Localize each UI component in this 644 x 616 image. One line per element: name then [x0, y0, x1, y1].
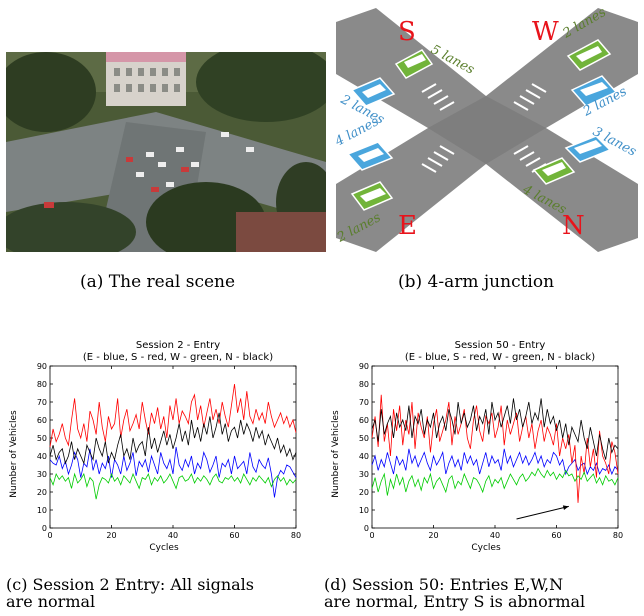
x-tick-label: 60 [551, 531, 561, 540]
x-axis-label: Cycles [471, 543, 501, 553]
series-line-W [371, 467, 619, 496]
y-tick-label: 90 [37, 362, 47, 371]
annotation-arrow-line [516, 505, 569, 520]
x-tick-label: 0 [369, 531, 374, 540]
x-tick-label: 80 [613, 531, 623, 540]
series-line-W [49, 472, 297, 500]
junction-diagram: S W E N 5 lanes 2 lanes 2 lanes 2 lanes … [332, 5, 639, 252]
x-axis-label: Cycles [149, 543, 179, 553]
chart-title: Session 50 - Entry [455, 340, 546, 351]
x-tick-label: 0 [47, 531, 52, 540]
caption-c-line1: (c) Session 2 Entry: All signals [6, 575, 254, 594]
annotation-arrow-head [562, 505, 569, 510]
y-tick-label: 40 [359, 452, 369, 461]
caption-a: (a) The real scene [80, 272, 236, 292]
y-tick-label: 60 [37, 416, 47, 425]
caption-d-line1: (d) Session 50: Entries E,W,N [324, 575, 564, 594]
plot-frame [371, 365, 619, 529]
arrow-w-out [566, 39, 612, 71]
x-tick-label: 40 [490, 531, 500, 540]
y-tick-label: 10 [37, 506, 47, 515]
chart-subtitle: (E - blue, S - red, W - green, N - black… [405, 352, 595, 363]
y-tick-label: 50 [37, 434, 47, 443]
arrow-e-in [346, 141, 394, 171]
chart-svg-0: Session 2 - Entry (E - blue, S - red, W … [9, 340, 301, 553]
arrow-e-out [350, 181, 394, 211]
chart-title: Session 2 - Entry [136, 340, 220, 351]
arrow-s-in [350, 77, 396, 107]
series-line-S [371, 394, 619, 503]
caption-c-line2: are normal [6, 592, 96, 611]
caption-d-line2: are normal, Entry S is abnormal [324, 592, 586, 611]
y-tick-label: 20 [37, 488, 47, 497]
chart-svg-1: Session 50 - Entry (E - blue, S - red, W… [331, 340, 623, 553]
chart-session-2: Session 2 - Entry (E - blue, S - red, W … [4, 336, 322, 554]
y-tick-label: 30 [359, 470, 369, 479]
y-tick-label: 70 [37, 398, 47, 407]
chart-session-50: Session 50 - Entry (E - blue, S - red, W… [326, 336, 644, 554]
arrow-s-out [394, 49, 434, 79]
letter-n: N [562, 211, 585, 241]
y-tick-label: 80 [359, 380, 369, 389]
series-line-E [49, 446, 297, 498]
y-axis-label: Number of Vehicles [9, 410, 19, 498]
y-tick-label: 30 [37, 470, 47, 479]
series-line-N [371, 398, 619, 460]
y-axis-label: Number of Vehicles [331, 410, 341, 498]
arrow-n-in [564, 135, 612, 163]
y-tick-label: 0 [42, 524, 47, 533]
real-scene-image [0, 42, 336, 262]
x-tick-label: 20 [106, 531, 116, 540]
real-scene-photo [0, 42, 336, 262]
caption-c: (c) Session 2 Entry: All signals are nor… [6, 576, 324, 610]
arrow-n-out [532, 157, 576, 185]
y-tick-label: 70 [359, 398, 369, 407]
caption-d: (d) Session 50: Entries E,W,N are normal… [324, 576, 642, 610]
y-tick-label: 0 [364, 524, 369, 533]
junction-svg: S W E N 5 lanes 2 lanes 2 lanes 2 lanes … [332, 5, 639, 252]
y-tick-label: 80 [37, 380, 47, 389]
y-tick-label: 50 [359, 434, 369, 443]
caption-b: (b) 4-arm junction [398, 272, 555, 292]
x-tick-label: 40 [168, 531, 178, 540]
plot-area: 0 20 40 60 80 0 10 20 30 40 50 60 70 80 90 [37, 362, 301, 540]
arrow-w-in [570, 75, 618, 107]
plot-area: 0 20 40 60 80 0 10 20 30 40 50 60 70 80 90 [359, 362, 623, 540]
y-tick-label: 10 [359, 506, 369, 515]
letter-e: E [398, 211, 417, 241]
x-tick-label: 80 [291, 531, 301, 540]
x-tick-label: 60 [229, 531, 239, 540]
x-tick-label: 20 [428, 531, 438, 540]
y-tick-label: 40 [37, 452, 47, 461]
y-tick-label: 60 [359, 416, 369, 425]
series-line-S [49, 383, 297, 448]
series-line-N [49, 412, 297, 465]
letter-w: W [532, 17, 559, 47]
chart-subtitle: (E - blue, S - red, W - green, N - black… [83, 352, 273, 363]
letter-s: S [398, 17, 416, 47]
y-tick-label: 90 [359, 362, 369, 371]
y-tick-label: 20 [359, 488, 369, 497]
series-line-E [371, 448, 619, 476]
